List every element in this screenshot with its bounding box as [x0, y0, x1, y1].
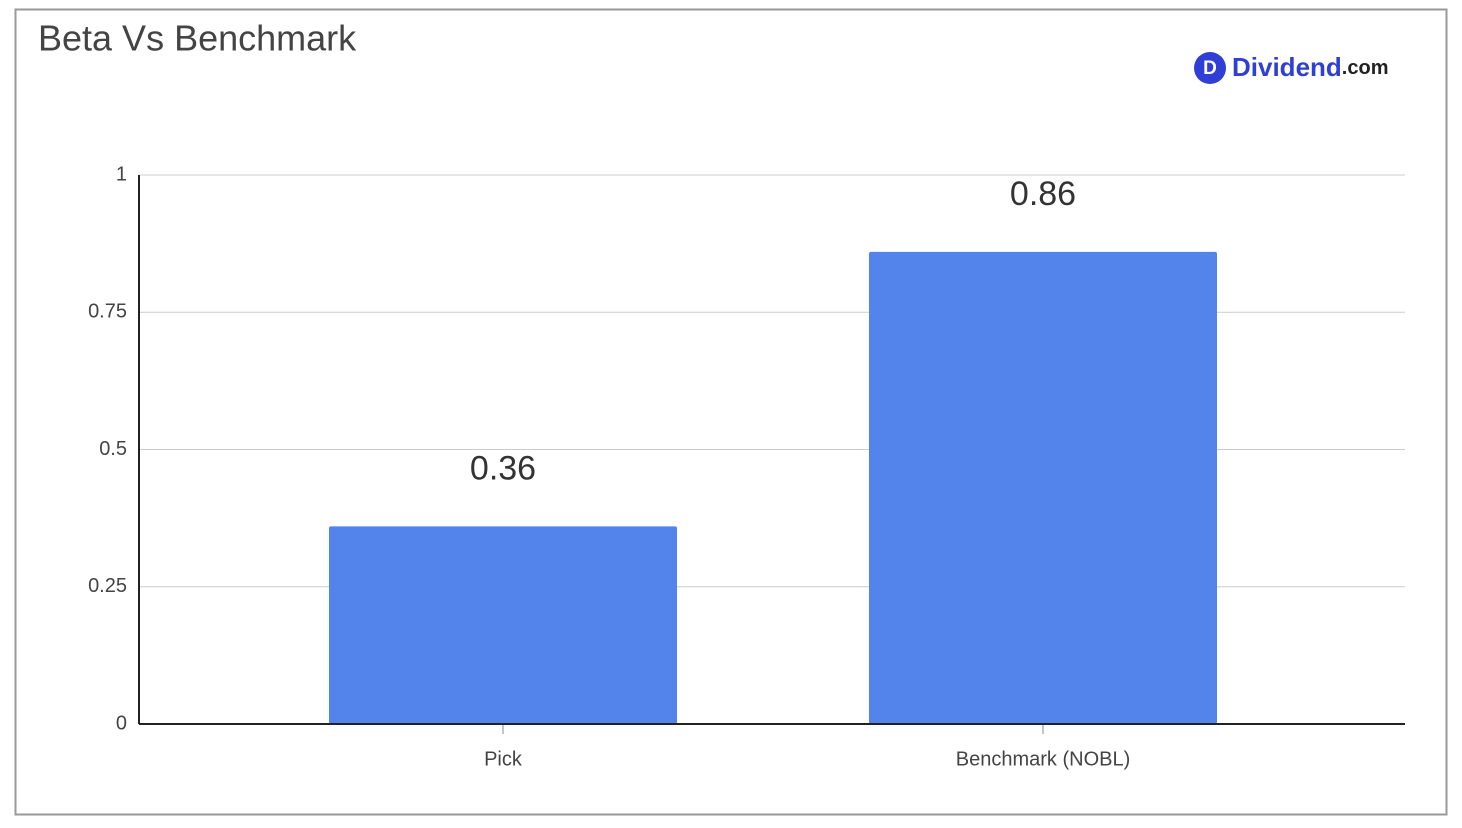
x-tick-label: Benchmark (NOBL)	[956, 748, 1131, 770]
logo-name-text: Dividend	[1232, 52, 1342, 82]
bar	[329, 526, 677, 724]
x-tick-label: Pick	[484, 748, 523, 770]
logo-circle	[1194, 52, 1226, 84]
logo-icon: D	[1203, 58, 1217, 79]
data-label: 0.86	[1010, 175, 1076, 213]
chart-frame	[14, 8, 1448, 816]
data-label: 0.36	[470, 449, 536, 487]
chart-title: Beta Vs Benchmark	[38, 18, 357, 59]
logo: D Dividend.com	[1194, 52, 1388, 84]
logo-suffix: .com	[1342, 57, 1389, 79]
bar	[869, 251, 1217, 725]
y-tick-label: 0.5	[99, 438, 127, 460]
logo-name: Dividend.com	[1232, 52, 1388, 82]
y-tick-label: 0	[116, 712, 127, 734]
y-tick-label: 1	[116, 163, 127, 185]
y-tick-label: 0.75	[88, 301, 127, 323]
y-tick-label: 0.25	[88, 575, 127, 597]
